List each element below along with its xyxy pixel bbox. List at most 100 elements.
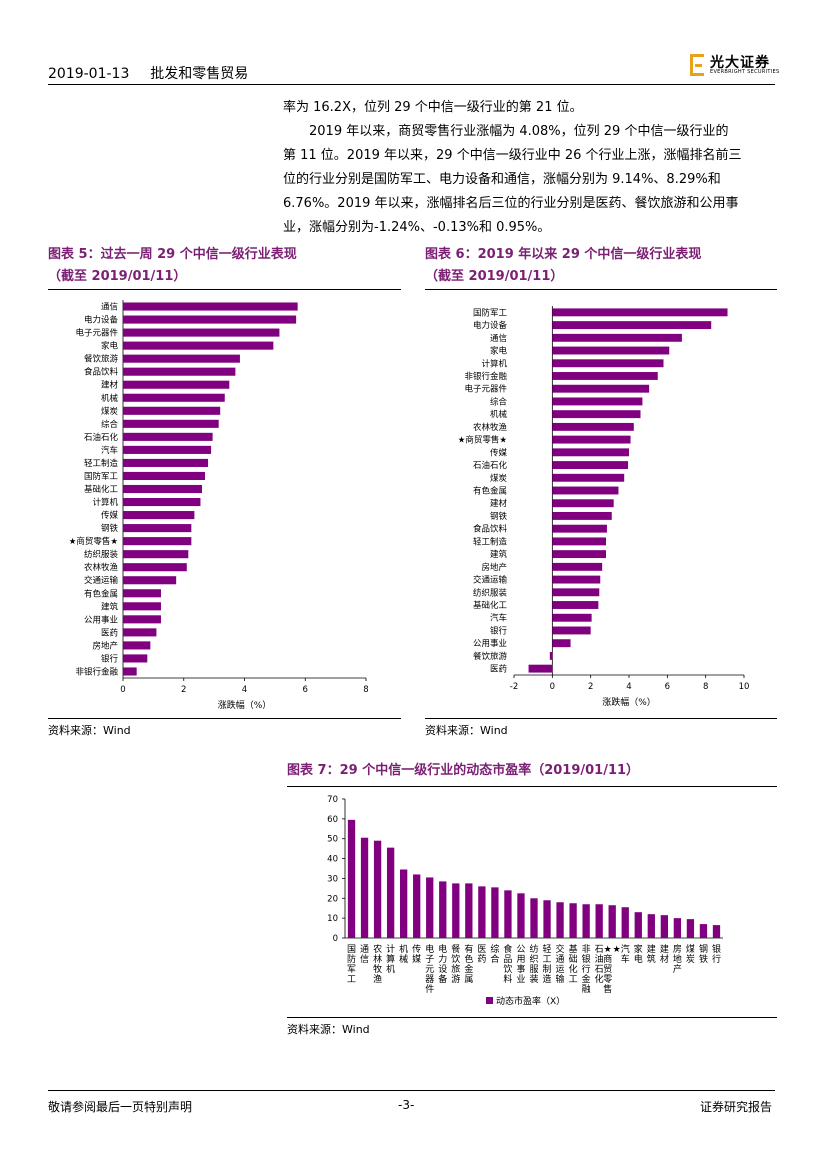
fig7-bar bbox=[673, 918, 682, 938]
fig5-bar bbox=[123, 511, 195, 520]
fig6-category-label: 综合 bbox=[490, 396, 508, 407]
fig6-category-label: ★商贸零售★ bbox=[458, 435, 508, 446]
header-info: 2019-01-13 批发和零售贸易 bbox=[48, 63, 248, 83]
fig7-bar bbox=[712, 925, 721, 938]
fig6-x-tick-label: 6 bbox=[665, 682, 670, 692]
fig7-category-label: 传媒 bbox=[412, 943, 421, 965]
fig5-bottom-rule bbox=[48, 718, 401, 719]
fig7-bar bbox=[386, 847, 395, 938]
industry-name: 批发和零售贸易 bbox=[150, 66, 249, 82]
footer-report-type: 证券研究报告 bbox=[700, 1100, 773, 1114]
logo-text-cn: 光大证券 bbox=[710, 55, 770, 71]
fig6-category-label: 银行 bbox=[490, 625, 508, 636]
fig6-category-label: 农林牧渔 bbox=[473, 422, 508, 433]
everbright-logo: 光大证券 EVERBRIGHT SECURITIES bbox=[690, 52, 780, 80]
fig5-category-label: 医药 bbox=[101, 627, 118, 638]
fig5-chart: 通信电力设备电子元器件家电餐饮旅游食品饮料建材机械煤炭综合石油石化汽车轻工制造国… bbox=[69, 300, 369, 711]
fig5-bar bbox=[123, 393, 225, 402]
fig6-bar bbox=[552, 626, 591, 635]
fig7-y-tick-label: 70 bbox=[327, 795, 338, 805]
footer-rule bbox=[48, 1090, 775, 1091]
body-line-1: 率为 16.2X，位列 29 个中信一级行业的第 21 位。 bbox=[283, 100, 583, 115]
fig7-bar bbox=[608, 905, 616, 938]
fig5-bar bbox=[123, 654, 148, 663]
fig6-category-label: 电子元器件 bbox=[464, 384, 507, 395]
fig7-bar bbox=[347, 819, 356, 938]
fig7-category-label: 建材 bbox=[660, 943, 669, 965]
fig5-title-line2: （截至 2019/01/11） bbox=[48, 269, 187, 284]
fig6-x-axis-label: 涨跌幅（%） bbox=[602, 696, 656, 708]
fig6-bar bbox=[552, 410, 641, 419]
fig5-category-label: 轻工制造 bbox=[84, 458, 119, 469]
fig6-bar bbox=[549, 651, 553, 660]
fig5-bar bbox=[123, 406, 221, 415]
fig5-bar bbox=[123, 484, 202, 494]
logo-text-en: EVERBRIGHT SECURITIES bbox=[710, 69, 780, 75]
page-number: -3- bbox=[398, 1098, 415, 1112]
fig7-bar bbox=[517, 893, 525, 938]
fig6-bar bbox=[552, 435, 631, 444]
fig6-category-label: 石油石化 bbox=[473, 460, 508, 471]
fig7-bar bbox=[452, 883, 460, 938]
fig6-bar bbox=[552, 575, 601, 584]
fig7-category-label: 汽车 bbox=[621, 943, 630, 965]
fig5-bar bbox=[123, 471, 206, 481]
fig5-top-rule bbox=[48, 289, 401, 290]
fig5-category-label: 石油石化 bbox=[84, 432, 119, 443]
fig6-x-tick-label: 0 bbox=[550, 682, 555, 692]
fig7-category-label: 电力设备 bbox=[438, 943, 447, 985]
fig7-category-label: 电子元器件 bbox=[425, 943, 434, 995]
fig6-category-label: 建材 bbox=[490, 498, 508, 509]
fig7-category-label: 有色金属 bbox=[464, 943, 473, 985]
fig6-title-line1: 图表 6：2019 年以来 29 个中信一级行业表现 bbox=[425, 247, 702, 262]
fig6-bar bbox=[552, 473, 625, 482]
fig7-y-tick-label: 30 bbox=[327, 874, 338, 884]
fig7-y-tick-label: 60 bbox=[327, 815, 338, 825]
fig6-category-label: 机械 bbox=[490, 409, 508, 420]
fig7-bar bbox=[426, 877, 434, 938]
fig6-category-label: 纺织服装 bbox=[473, 587, 508, 598]
fig6-x-tick-label: 10 bbox=[739, 682, 750, 692]
body-line-6: 业，涨幅分别为-1.24%、-0.13%和 0.95%。 bbox=[283, 220, 551, 235]
fig5-bar bbox=[123, 615, 161, 624]
fig7-bar bbox=[491, 887, 499, 938]
fig7-bar bbox=[530, 898, 538, 938]
fig6-category-label: 交通运输 bbox=[473, 575, 508, 586]
fig6-category-label: 医药 bbox=[490, 664, 507, 675]
fig5-category-label: 基础化工 bbox=[84, 484, 119, 495]
fig5-bar bbox=[123, 524, 192, 533]
fig5-title: 图表 5：过去一周 29 个中信一级行业表现 （截至 2019/01/11） bbox=[48, 244, 297, 288]
fig6-x-tick-label: 4 bbox=[626, 682, 631, 692]
fig6-category-label: 传媒 bbox=[490, 447, 508, 458]
fig7-category-label: 交通运输 bbox=[556, 943, 565, 985]
fig6-title-line2: （截至 2019/01/11） bbox=[425, 269, 564, 284]
fig6-x-tick-label: -2 bbox=[510, 682, 518, 692]
fig7-bar bbox=[582, 904, 590, 938]
fig7-y-tick-label: 50 bbox=[327, 835, 338, 845]
fig7-bar bbox=[686, 919, 695, 938]
fig5-category-label: 国防军工 bbox=[84, 471, 119, 482]
fig6-bar bbox=[552, 639, 571, 648]
fig7-category-label: 食品饮料 bbox=[503, 943, 512, 985]
fig6-bar bbox=[552, 486, 619, 495]
fig6-bar bbox=[528, 664, 553, 673]
fig6-category-label: 有色金属 bbox=[473, 486, 507, 497]
fig7-category-label: ★商贸零售★ bbox=[603, 945, 621, 995]
fig6-category-label: 建筑 bbox=[490, 549, 508, 560]
fig5-category-label: 电力设备 bbox=[84, 315, 119, 326]
fig6-bar bbox=[552, 588, 600, 597]
fig6-bar bbox=[552, 562, 603, 571]
fig7-bar bbox=[647, 914, 655, 938]
fig5-bar bbox=[123, 563, 187, 572]
fig6-bar bbox=[552, 512, 612, 520]
fig7-legend-label: 动态市盈率（X） bbox=[496, 995, 565, 1007]
fig7-category-label: 银行 bbox=[712, 943, 721, 965]
fig5-category-label: 餐饮旅游 bbox=[84, 354, 119, 365]
fig7-category-label: 综合 bbox=[490, 943, 499, 965]
body-line-2: 2019 年以来，商贸零售行业涨幅为 4.08%，位列 29 个中信一级行业的 bbox=[309, 124, 729, 139]
fig5-bar bbox=[123, 641, 151, 650]
fig7-bar bbox=[699, 924, 708, 938]
fig7-bar bbox=[439, 881, 447, 938]
report-date: 2019-01-13 bbox=[48, 66, 130, 82]
fig5-category-label: 交通运输 bbox=[84, 575, 119, 586]
